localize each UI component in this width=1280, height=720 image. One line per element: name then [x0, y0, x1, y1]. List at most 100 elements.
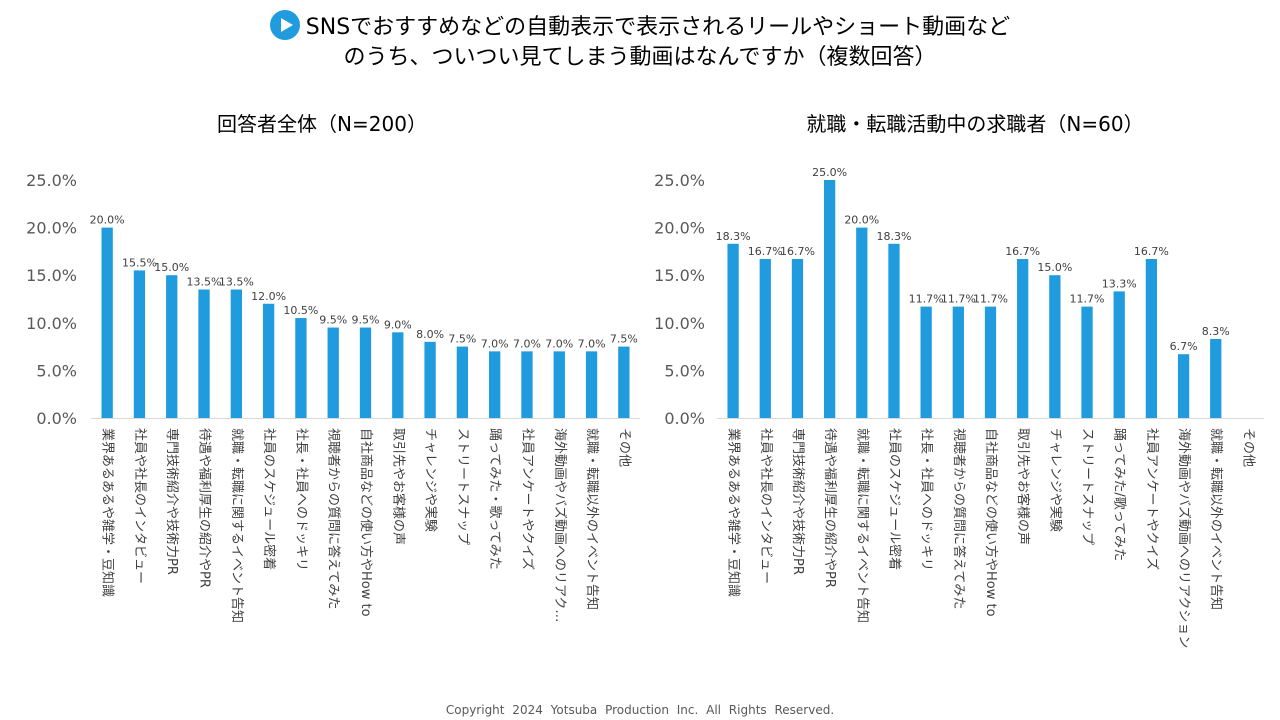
- category-label: 取引先やお客様の声: [1015, 428, 1031, 545]
- bar: [166, 275, 178, 418]
- data-label: 9.0%: [384, 318, 412, 331]
- data-label: 16.7%: [1134, 245, 1169, 258]
- bar: [1049, 275, 1061, 418]
- category-label: ストリートスナップ: [455, 428, 470, 545]
- y-tick-label: 25.0%: [654, 171, 705, 190]
- category-label: 社員アンケートやクイズ: [1144, 428, 1160, 570]
- data-label: 7.0%: [481, 337, 509, 350]
- bar: [295, 318, 307, 418]
- category-label: 就職・転職に関するイベント告知: [229, 428, 245, 623]
- category-label: 就職・転職以外のイベント告知: [1208, 428, 1224, 610]
- bar: [133, 270, 146, 418]
- bar: [585, 351, 598, 418]
- y-tick-label: 15.0%: [26, 266, 77, 285]
- bar: [424, 341, 436, 418]
- chart-title-1: 回答者全体（N=200）: [217, 112, 427, 136]
- category-label: チャレンジや実験: [423, 428, 439, 532]
- page-title-text-1: SNSでおすすめなどの自動表示で表示されるリールやショート動画など: [305, 15, 1011, 40]
- y-tick-label: 5.0%: [664, 361, 705, 380]
- bar: [101, 227, 113, 418]
- data-label: 7.0%: [513, 337, 541, 350]
- data-label: 13.5%: [187, 275, 222, 288]
- category-label: 社員や社長のインタビュー: [132, 428, 148, 584]
- data-label: 7.5%: [448, 333, 476, 346]
- data-label: 8.3%: [1202, 325, 1230, 338]
- data-label: 13.3%: [1102, 277, 1137, 290]
- bar: [489, 351, 501, 418]
- bar: [1145, 259, 1158, 418]
- data-label: 15.0%: [1037, 261, 1072, 274]
- copyright-footer: Copyright 2024 Yotsuba Production Inc. A…: [445, 703, 835, 717]
- bar: [1081, 306, 1093, 418]
- category-label: 業界あるあるや雑学・豆知識: [100, 428, 116, 597]
- bar: [392, 332, 404, 418]
- data-label: 15.5%: [122, 256, 157, 269]
- category-label: 自社商品などの使い方やHow to: [983, 428, 999, 617]
- data-label: 11.7%: [909, 293, 944, 306]
- data-label: 15.0%: [154, 261, 189, 274]
- bar: [1210, 338, 1222, 418]
- data-label: 9.5%: [319, 314, 347, 327]
- data-label: 9.5%: [352, 314, 380, 327]
- category-label: 就職・転職に関するイベント告知: [854, 428, 870, 623]
- category-label: 就職・転職以外のイベント告知: [584, 428, 600, 610]
- data-label: 6.7%: [1170, 340, 1198, 353]
- page-title-line-2: のうち、ついつい見てしまう動画はなんですか（複数回答）: [343, 45, 937, 70]
- category-label: 踊ってみた/歌ってみた: [1112, 428, 1127, 561]
- data-label: 20.0%: [844, 214, 879, 227]
- data-label: 18.3%: [876, 230, 911, 243]
- bar: [1113, 291, 1125, 418]
- bar: [327, 327, 339, 418]
- play-circle-icon: [269, 10, 300, 40]
- category-label: 視聴者からの質問に答えてみた: [326, 428, 342, 609]
- bar: [984, 306, 997, 418]
- bar: [791, 259, 804, 418]
- y-tick-label: 15.0%: [654, 266, 705, 285]
- bar: [359, 327, 372, 418]
- bar: [920, 306, 932, 418]
- category-label: 社員のスケジュール密着: [886, 428, 902, 570]
- data-label: 10.5%: [283, 304, 318, 317]
- category-label: 踊ってみた・歌ってみた: [487, 428, 502, 570]
- category-label: 視聴者からの質問に答えてみた: [951, 428, 967, 609]
- header: SNSでおすすめなどの自動表示で表示されるリールやショート動画など のうち、つい…: [0, 10, 1280, 73]
- data-label: 7.5%: [610, 333, 638, 346]
- bar: [888, 243, 900, 418]
- category-label: 海外動画やバズ動画へのリアクション: [1176, 428, 1192, 648]
- bar: [823, 180, 836, 418]
- data-label: 18.3%: [716, 230, 751, 243]
- bar: [618, 346, 630, 418]
- data-label: 16.7%: [748, 245, 783, 258]
- category-label: 待遇や福利厚生の紹介やPR: [822, 428, 837, 588]
- bar: [456, 346, 469, 418]
- y-tick-label: 10.0%: [26, 314, 77, 333]
- category-label: 社員や社長のインタビュー: [758, 428, 774, 584]
- category-label: 待遇や福利厚生の紹介やPR: [197, 428, 212, 588]
- data-label: 13.5%: [219, 275, 254, 288]
- chart-title-2: 就職・転職活動中の求職者（N=60）: [806, 112, 1143, 136]
- data-label: 16.7%: [780, 245, 815, 258]
- category-label: 社員のスケジュール密着: [261, 428, 277, 570]
- bar: [262, 303, 275, 418]
- category-label: チャレンジや実験: [1047, 428, 1063, 532]
- data-label: 20.0%: [90, 214, 125, 227]
- bar: [553, 351, 565, 418]
- y-tick-label: 20.0%: [654, 219, 705, 238]
- bar: [198, 289, 210, 418]
- category-label: 社員アンケートやクイズ: [519, 428, 535, 570]
- category-label: 社長・社員へのドッキリ: [919, 428, 935, 571]
- bar: [856, 227, 868, 418]
- category-label: 海外動画やバズ動画へのリアク…: [552, 428, 568, 622]
- y-tick-label: 0.0%: [664, 409, 705, 428]
- page-title-line-1: SNSでおすすめなどの自動表示で表示されるリールやショート動画など: [0, 10, 1280, 43]
- y-tick-label: 10.0%: [654, 314, 705, 333]
- y-tick-label: 5.0%: [36, 361, 77, 380]
- category-label: 取引先やお客様の声: [390, 428, 406, 545]
- category-label: その他: [616, 428, 631, 467]
- category-label: 自社商品などの使い方やHow to: [358, 428, 374, 617]
- category-label: その他: [1240, 428, 1255, 467]
- bar: [759, 259, 771, 418]
- bar: [727, 243, 739, 418]
- y-tick-label: 25.0%: [26, 171, 77, 190]
